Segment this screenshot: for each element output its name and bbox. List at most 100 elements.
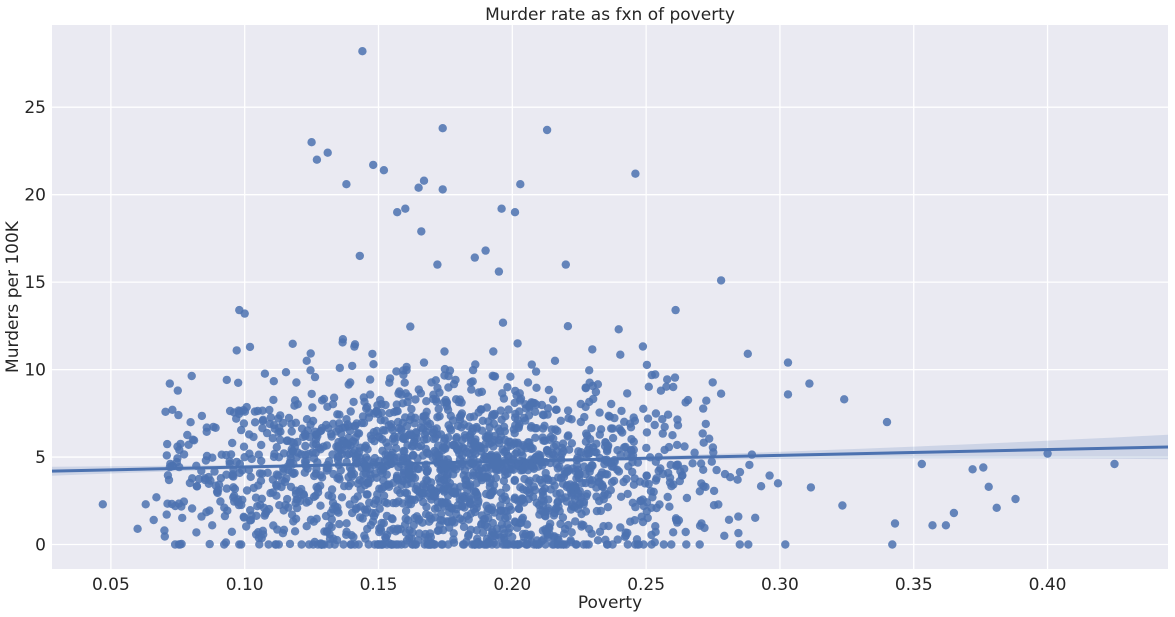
x-tick-label: 0.40 — [1029, 575, 1067, 595]
data-point — [512, 540, 522, 549]
data-point — [504, 405, 513, 414]
data-point — [339, 540, 348, 549]
data-point — [459, 522, 469, 532]
data-point — [595, 477, 604, 487]
data-points — [98, 47, 1119, 549]
data-point — [992, 503, 1001, 512]
data-point — [210, 467, 219, 476]
data-point — [489, 531, 498, 541]
data-point — [690, 448, 699, 457]
data-point — [698, 429, 707, 438]
data-point — [658, 429, 667, 438]
data-point — [567, 528, 576, 537]
data-point — [642, 360, 652, 370]
data-point — [411, 485, 420, 494]
data-point — [478, 466, 487, 476]
data-point — [592, 506, 602, 516]
data-point — [348, 361, 357, 371]
data-point — [436, 515, 445, 525]
data-point — [404, 468, 414, 477]
data-point — [211, 481, 221, 490]
data-point — [447, 503, 456, 513]
data-point — [343, 440, 353, 450]
data-point — [510, 398, 519, 408]
data-point — [374, 409, 383, 419]
data-point — [308, 416, 318, 426]
data-point — [592, 439, 601, 448]
chart-title: Murder rate as fxn of poverty — [485, 5, 735, 25]
data-point — [292, 453, 301, 462]
data-point — [457, 423, 466, 432]
data-point — [500, 447, 509, 457]
data-point — [384, 480, 394, 489]
data-point — [393, 417, 403, 427]
data-point — [247, 454, 256, 464]
data-point — [437, 540, 446, 549]
data-point — [541, 468, 550, 478]
data-point — [674, 516, 684, 525]
data-point — [322, 466, 331, 475]
data-point — [443, 470, 452, 479]
data-point — [334, 445, 343, 454]
data-point — [269, 521, 278, 530]
data-point — [632, 535, 642, 544]
data-point — [656, 386, 666, 395]
data-point — [360, 505, 369, 514]
data-point — [433, 383, 442, 393]
data-point — [422, 435, 431, 444]
data-point — [302, 456, 311, 465]
data-point — [478, 473, 488, 482]
data-point — [245, 342, 255, 352]
data-point — [237, 425, 246, 435]
data-point — [744, 540, 753, 549]
data-point — [269, 395, 278, 405]
data-point — [474, 388, 483, 397]
data-point — [392, 471, 402, 480]
data-point — [652, 503, 661, 513]
data-point — [617, 406, 626, 416]
data-point — [370, 453, 380, 463]
data-point — [342, 519, 351, 528]
data-point — [409, 521, 418, 530]
data-point — [467, 385, 476, 394]
data-point — [574, 489, 583, 498]
data-point — [537, 400, 547, 410]
data-point — [708, 378, 717, 387]
data-point — [242, 486, 252, 495]
data-point — [917, 459, 926, 469]
data-point — [665, 478, 675, 487]
data-point — [558, 439, 568, 448]
data-point — [335, 410, 344, 419]
data-point — [535, 475, 545, 485]
data-point — [407, 479, 416, 488]
data-point — [307, 389, 316, 399]
data-point — [393, 208, 402, 217]
data-point — [201, 456, 211, 465]
data-point — [256, 500, 265, 509]
data-point — [469, 504, 479, 514]
data-point — [470, 253, 479, 262]
data-point — [709, 448, 718, 457]
data-point — [375, 524, 384, 533]
data-point — [554, 473, 563, 482]
data-point — [481, 246, 490, 255]
data-point — [556, 416, 565, 425]
data-point — [448, 416, 458, 425]
data-point — [522, 520, 532, 529]
data-point — [220, 511, 230, 521]
data-point — [564, 445, 574, 454]
data-point — [208, 521, 217, 530]
y-tick-label: 15 — [24, 273, 46, 293]
data-point — [588, 381, 597, 391]
data-point — [489, 347, 498, 356]
data-point — [544, 533, 553, 542]
data-point — [421, 444, 430, 454]
data-point — [743, 349, 752, 358]
data-point — [353, 492, 362, 501]
data-point — [272, 443, 281, 452]
data-point — [498, 494, 507, 503]
data-point — [327, 515, 336, 524]
data-point — [477, 511, 486, 520]
data-point — [434, 474, 444, 483]
data-point — [595, 430, 604, 439]
